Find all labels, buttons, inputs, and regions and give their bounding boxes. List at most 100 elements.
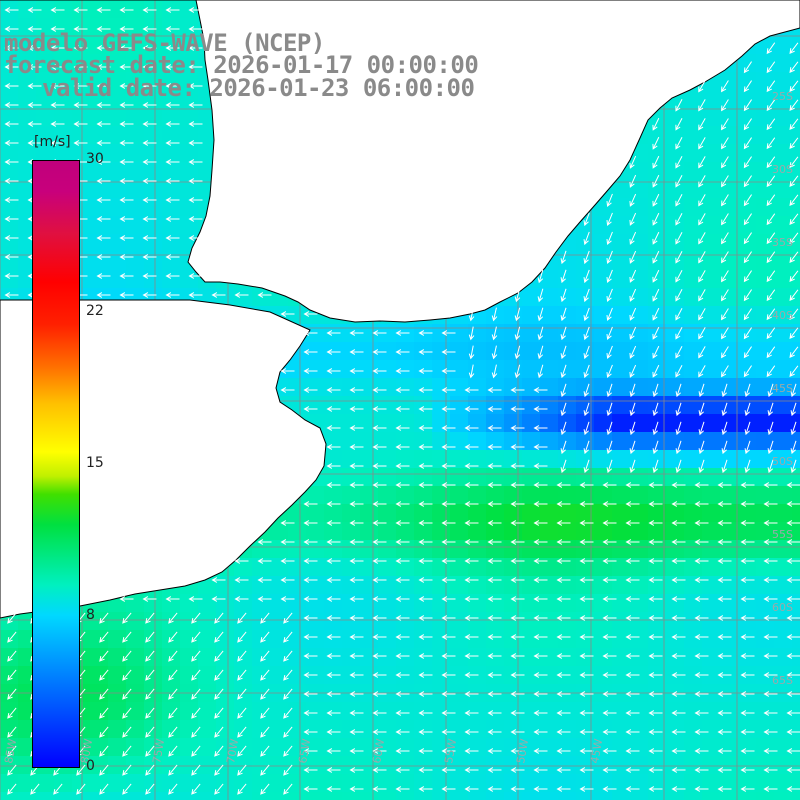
wind-cell: [594, 720, 612, 738]
wind-cell: [648, 504, 666, 522]
wind-cell: [162, 162, 180, 180]
wind-cell: [306, 540, 324, 558]
wind-cell: [342, 756, 360, 774]
wind-arrow: [234, 558, 249, 564]
wind-arrow: [7, 631, 17, 643]
wind-arrow: [560, 459, 567, 474]
wind-arrow: [372, 710, 387, 716]
wind-arrow: [487, 520, 502, 526]
wind-arrow: [743, 61, 752, 74]
wind-arrow: [717, 767, 732, 773]
wind-cell: [432, 792, 450, 800]
wind-arrow: [789, 289, 799, 302]
wind-arrow: [652, 288, 660, 302]
wind-cell: [648, 450, 666, 468]
wind-arrow: [560, 364, 567, 379]
wind-arrow: [372, 406, 387, 412]
wind-cell: [324, 432, 342, 450]
wind-cell: [144, 270, 162, 288]
wind-cell: [792, 522, 800, 540]
wind-arrow: [4, 197, 19, 203]
wind-cell: [540, 774, 558, 792]
wind-cell: [18, 630, 36, 648]
wind-cell: [414, 540, 432, 558]
wind-arrow: [579, 634, 594, 640]
wind-cell: [162, 774, 180, 792]
wind-cell: [612, 198, 630, 216]
wind-arrow: [349, 330, 364, 336]
wind-arrow: [629, 383, 636, 398]
wind-arrow: [168, 650, 178, 662]
wind-cell: [684, 540, 702, 558]
wind-arrow: [789, 80, 799, 93]
wind-cell: [720, 216, 738, 234]
wind-cell: [396, 612, 414, 630]
wind-cell: [756, 378, 774, 396]
wind-arrow: [721, 421, 728, 436]
wind-cell: [378, 324, 396, 342]
wind-arrow: [395, 786, 410, 792]
wind-cell: [774, 234, 792, 252]
wind-arrow: [418, 539, 433, 545]
wind-cell: [504, 360, 522, 378]
wind-cell: [324, 396, 342, 414]
wind-cell: [774, 198, 792, 216]
wind-arrow: [533, 691, 548, 697]
wind-cell: [306, 774, 324, 792]
wind-arrow: [743, 365, 752, 378]
wind-arrow: [165, 45, 180, 51]
wind-arrow: [168, 783, 178, 795]
wind-cell: [504, 774, 522, 792]
wind-arrow: [583, 364, 590, 379]
wind-cell: [504, 486, 522, 504]
wind-cell: [684, 90, 702, 108]
wind-cell: [630, 432, 648, 450]
wind-cell: [702, 342, 720, 360]
wind-arrow: [349, 368, 364, 374]
wind-cell: [486, 468, 504, 486]
wind-arrow: [303, 710, 318, 716]
wind-arrow: [237, 669, 247, 681]
wind-arrow: [790, 383, 797, 398]
wind-arrow: [602, 729, 617, 735]
wind-arrow: [468, 307, 475, 322]
wind-cell: [486, 450, 504, 468]
wind-cell: [720, 252, 738, 270]
wind-cell: [540, 540, 558, 558]
wind-cell: [216, 756, 234, 774]
wind-cell: [342, 774, 360, 792]
wind-arrow: [583, 269, 590, 284]
wind-cell: [450, 360, 468, 378]
wind-cell: [414, 576, 432, 594]
wind-cell: [720, 504, 738, 522]
wind-cell: [198, 666, 216, 684]
wind-arrow: [533, 653, 548, 659]
wind-arrow: [418, 330, 433, 336]
wind-cell: [36, 108, 54, 126]
wind-cell: [450, 558, 468, 576]
wind-arrow: [766, 118, 776, 131]
wind-cell: [360, 486, 378, 504]
wind-arrow: [579, 767, 594, 773]
wind-arrow: [165, 273, 180, 279]
longitude-label: 75W: [150, 738, 167, 765]
wind-cell: [288, 756, 306, 774]
wind-cell: [756, 612, 774, 630]
wind-arrow: [280, 577, 295, 583]
wind-cell: [774, 360, 792, 378]
wind-arrow: [671, 729, 686, 735]
wind-arrow: [648, 501, 663, 507]
wind-arrow: [766, 175, 776, 188]
wind-cell: [108, 792, 126, 800]
wind-cell: [0, 180, 18, 198]
wind-cell: [756, 306, 774, 324]
wind-arrow: [694, 672, 709, 678]
wind-cell: [432, 594, 450, 612]
wind-cell: [288, 558, 306, 576]
wind-arrow: [721, 118, 729, 131]
wind-arrow: [142, 45, 157, 51]
wind-arrow: [579, 710, 594, 716]
wind-arrow: [652, 307, 660, 321]
wind-arrow: [142, 235, 157, 241]
wind-arrow: [260, 707, 270, 719]
